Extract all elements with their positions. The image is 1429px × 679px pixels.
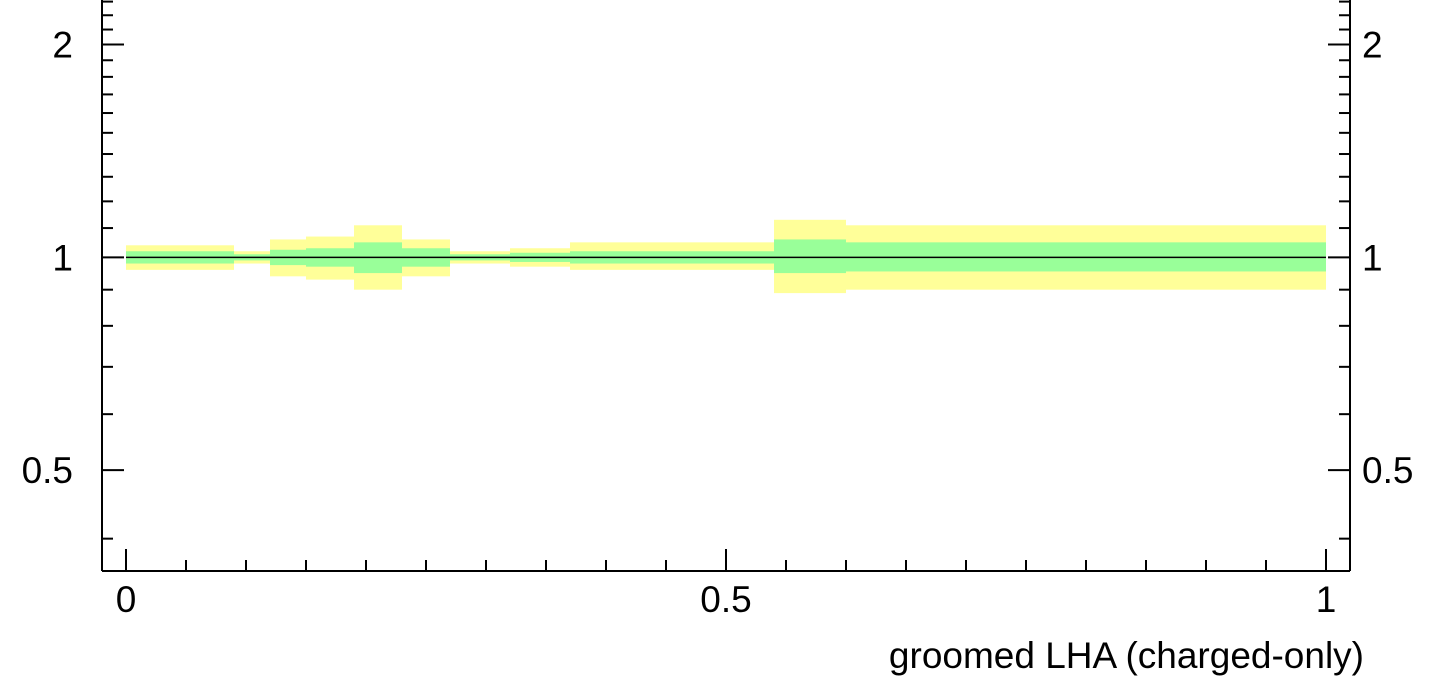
uncertainty-bands xyxy=(126,219,1326,294)
inner-band-bin-9 xyxy=(774,239,846,274)
y-tick-label-left: 2 xyxy=(52,25,73,66)
y-tick-label-right: 1 xyxy=(1362,237,1383,278)
y-tick-label-right: 0.5 xyxy=(1362,450,1413,491)
x-tick-label: 0 xyxy=(116,579,137,620)
y-tick-label-left: 0.5 xyxy=(22,450,73,491)
axis-ticks xyxy=(102,0,1350,571)
x-axis-title: groomed LHA (charged-only) xyxy=(889,635,1364,676)
y-tick-label-left: 1 xyxy=(52,237,73,278)
x-tick-label: 0.5 xyxy=(700,579,751,620)
axis-tick-labels: 0.5 0.5 1 1 2 2 0 0.5 1 xyxy=(22,25,1414,620)
x-tick-label: 1 xyxy=(1316,579,1337,620)
y-tick-label-right: 2 xyxy=(1362,25,1383,66)
